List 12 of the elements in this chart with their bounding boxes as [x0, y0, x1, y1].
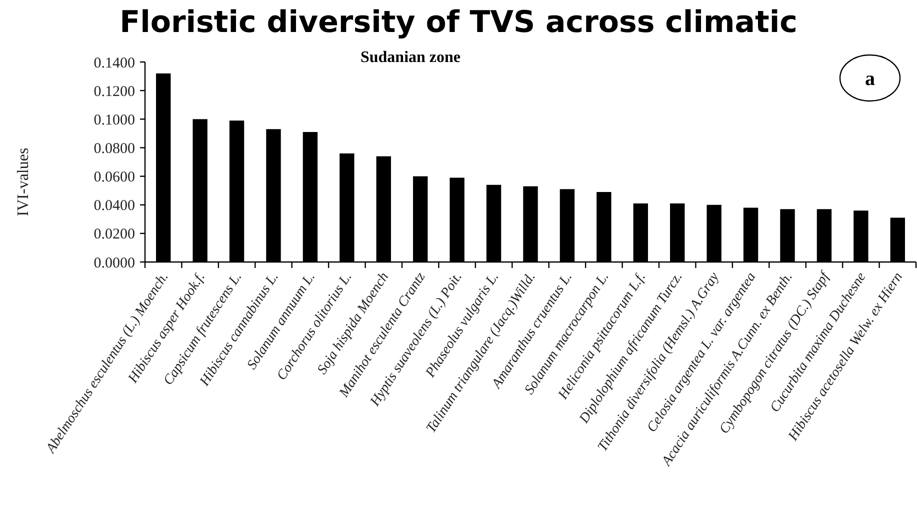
chart-subtitle: Sudanian zone [360, 49, 461, 66]
chart-title: Floristic diversity of TVS across climatic [120, 5, 798, 40]
y-tick-label: 0.0400 [94, 198, 135, 214]
y-tick-label: 0.0800 [94, 140, 135, 157]
y-tick-label: 0.1200 [94, 84, 135, 100]
y-tick-label: 0.1400 [94, 55, 135, 72]
y-tick-label: 0.1000 [94, 112, 135, 128]
annotation: a [865, 68, 875, 90]
y-axis-title: IVI-values [15, 148, 32, 216]
y-tick-label: 0.0200 [94, 226, 135, 243]
y-tick-label: 0.0000 [94, 255, 135, 272]
y-tick-label: 0.0600 [94, 170, 135, 186]
